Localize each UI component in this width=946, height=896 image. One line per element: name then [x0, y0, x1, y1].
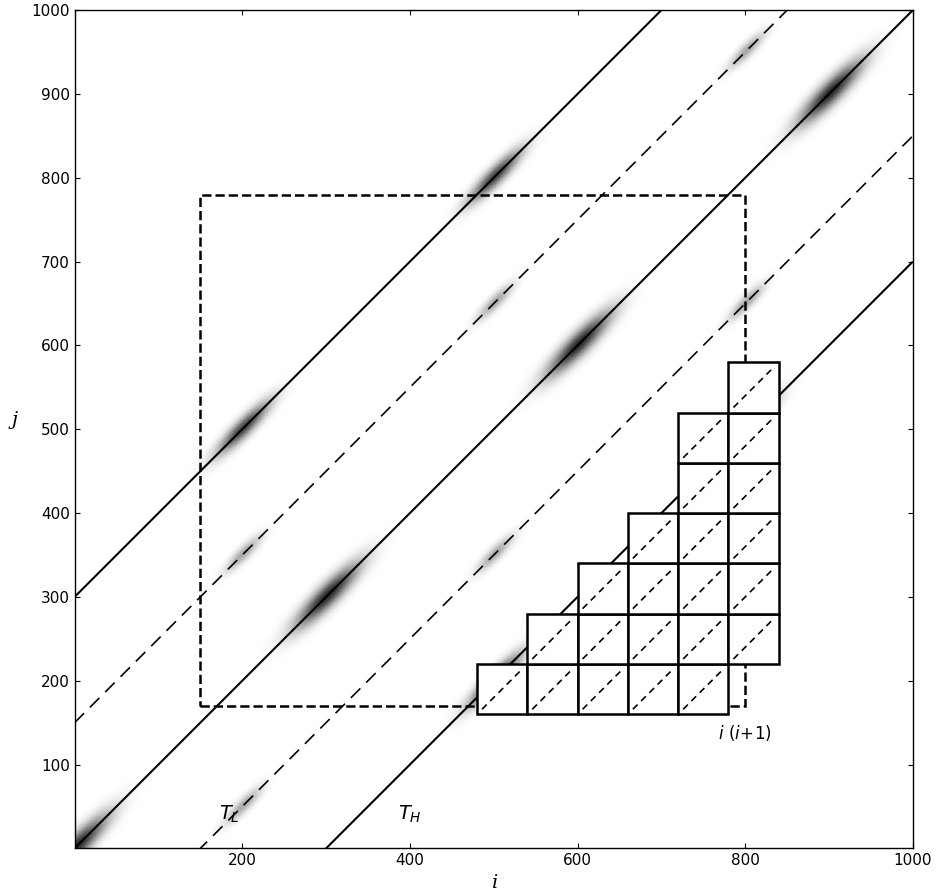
X-axis label: i: i	[491, 874, 497, 892]
Bar	[628, 513, 678, 564]
Bar	[678, 564, 728, 614]
Bar	[577, 564, 628, 614]
Bar	[728, 614, 779, 664]
Bar	[577, 664, 628, 714]
Bar	[527, 664, 577, 714]
Bar	[628, 614, 678, 664]
Bar	[728, 564, 779, 614]
Bar	[678, 614, 728, 664]
Bar	[728, 412, 779, 463]
Bar	[728, 362, 779, 412]
Bar	[577, 614, 628, 664]
Bar	[678, 664, 728, 714]
Text: $i\ (i\!+\!1)$: $i\ (i\!+\!1)$	[718, 723, 772, 743]
Bar	[628, 664, 678, 714]
Bar	[678, 463, 728, 513]
Text: $T_H$: $T_H$	[398, 804, 422, 825]
Bar	[628, 564, 678, 614]
Bar	[477, 664, 527, 714]
Bar	[678, 513, 728, 564]
Y-axis label: j: j	[11, 411, 18, 429]
Text: $T_L$: $T_L$	[219, 804, 240, 825]
Bar	[678, 412, 728, 463]
Bar	[728, 463, 779, 513]
Bar	[201, 194, 745, 706]
Bar	[527, 614, 577, 664]
Bar	[728, 513, 779, 564]
